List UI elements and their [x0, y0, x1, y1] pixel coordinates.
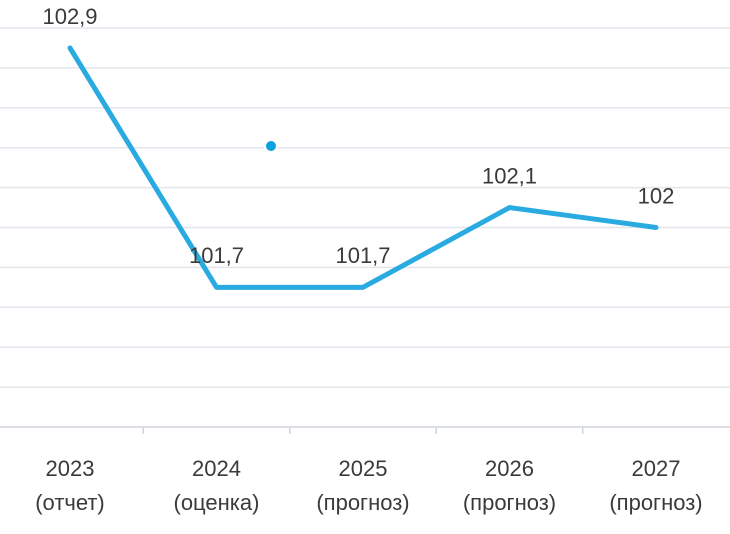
x-tick-label: 2025 (прогноз) — [316, 456, 409, 515]
x-tick-label-line: (оценка) — [174, 490, 260, 515]
x-tick-label-line: (прогноз) — [463, 490, 556, 515]
marker-dot — [264, 139, 278, 153]
x-tick-label: 2023 (отчет) — [35, 456, 105, 515]
x-tick-label-line: (отчет) — [35, 490, 105, 515]
data-label: 102,1 — [482, 163, 537, 188]
x-tick-label-line: 2025 — [339, 456, 388, 481]
x-tick-label-line: (прогноз) — [316, 490, 409, 515]
x-tick-label: 2027 (прогноз) — [609, 456, 702, 515]
data-label: 102 — [638, 183, 675, 208]
x-tick-label: 2024 (оценка) — [174, 456, 260, 515]
x-tick-label-line: 2024 — [192, 456, 241, 481]
x-tick-label-line: 2027 — [632, 456, 681, 481]
x-tick-label-line: 2023 — [46, 456, 95, 481]
data-label: 101,7 — [189, 243, 244, 268]
x-tick-label-line: (прогноз) — [609, 490, 702, 515]
x-tick-label: 2026 (прогноз) — [463, 456, 556, 515]
x-tick-label-line: 2026 — [485, 456, 534, 481]
data-label: 101,7 — [335, 243, 390, 268]
line — [67, 45, 659, 290]
data-label: 102,9 — [42, 4, 97, 29]
